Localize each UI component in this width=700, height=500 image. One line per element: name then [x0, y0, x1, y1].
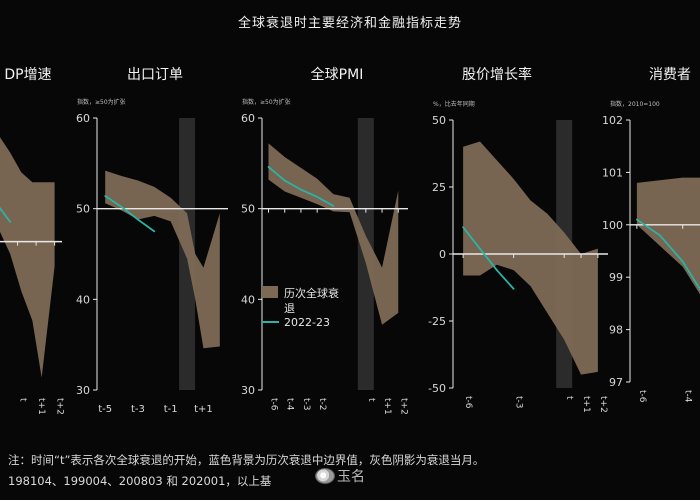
watermark: 玉名: [316, 466, 365, 486]
series-2022-23-point: [300, 188, 302, 191]
series-2022-23-point: [267, 166, 270, 168]
series-2022-23-point: [9, 220, 12, 223]
y-axis-caption: 指数，≥50为扩张: [77, 98, 126, 106]
x-tick-label: t: [564, 396, 574, 400]
x-tick-label: t-2: [317, 398, 327, 411]
footnote-line-2: 198104、199004、200803 和 202001，以上基: [8, 474, 272, 488]
y-tick-label: 60: [241, 112, 255, 125]
series-2022-23-point: [658, 234, 661, 237]
chart-panel-4: 股价增长率 %，比去年同期 -50 -25 0 25 50 t-6 t-3 t t+1 t+2: [428, 66, 608, 413]
x-tick-label: t+1: [194, 404, 213, 415]
y-tick-label: 40: [241, 293, 255, 306]
chart-title: 股价增长率: [462, 66, 532, 83]
x-tick-label: t-3: [301, 398, 311, 411]
chart-title: 消费者: [649, 67, 691, 83]
x-tick-label: t-6: [463, 396, 473, 409]
x-tick-label: t+1: [36, 398, 46, 415]
legend-band-swatch: [262, 286, 278, 298]
y-tick-label: 30: [241, 384, 255, 397]
series-2022-23-point: [332, 205, 335, 207]
series-2022-23-line: [462, 226, 515, 290]
x-tick-label: t-1: [164, 404, 178, 415]
series-2022-23-point: [479, 247, 481, 250]
x-tick-label: t: [18, 398, 28, 402]
x-tick-label: t-6: [637, 390, 647, 403]
x-tick-label: t-6: [268, 398, 278, 411]
series-2022-23-point: [512, 287, 515, 290]
chart-panel-1: DP增速 t t+1 t+2: [0, 67, 65, 415]
historical-recession-band: [105, 170, 220, 349]
y-tick-label: 50: [241, 203, 255, 216]
x-tick-label: t+1: [581, 396, 591, 413]
chart-panel-3: 全球PMI 指数，≥50为扩张 30 40 50 60 t-6 t-4 t-3 t-2 t t+1 t+…: [241, 66, 408, 415]
series-2022-23-line: [0, 206, 11, 223]
y-tick-label: -25: [428, 315, 446, 328]
y-tick-label: 50: [432, 114, 446, 127]
x-tick-label: t: [366, 398, 376, 402]
x-tick-label: t+1: [382, 398, 392, 415]
series-2022-23-point: [120, 205, 123, 208]
y-tick-label: 97: [609, 376, 623, 389]
historical-recession-band: [463, 141, 598, 375]
series-2022-23-line: [104, 195, 155, 233]
y-tick-label: 60: [76, 112, 90, 125]
series-2022-23-line: [636, 218, 700, 291]
chart-title: 出口订单: [127, 67, 183, 83]
y-axis-caption: %，比去年同期: [433, 100, 475, 108]
y-tick-label: 99: [609, 271, 623, 284]
y-tick-label: 0: [439, 248, 446, 261]
y-tick-label: 30: [76, 384, 90, 397]
weibo-icon: [316, 469, 334, 483]
y-axis-caption: 指数，≥50为扩张: [242, 98, 291, 106]
chart-title: 全球PMI: [311, 66, 364, 83]
x-tick-label: t-5: [98, 404, 112, 415]
chart-title: DP增速: [4, 67, 51, 83]
footnote-line-1: 注：时间“t”表示各次全球衰退的开始，蓝色背景为历次衰退中边界值，灰色阴影为衰退…: [8, 453, 485, 467]
y-tick-label: 101: [602, 166, 623, 179]
y-tick-label: 50: [76, 203, 90, 216]
historical-recession-band: [0, 137, 55, 378]
series-2022-23-point: [462, 226, 465, 229]
y-tick-label: 100: [602, 219, 623, 232]
x-tick-label: t-3: [131, 404, 145, 415]
figure-title: 全球衰退时主要经济和金融指标走势: [237, 16, 462, 31]
y-tick-label: 40: [76, 293, 90, 306]
watermark-text: 玉名: [337, 469, 365, 485]
x-tick-label: t+2: [598, 396, 608, 413]
legend-band-label: 历次全球衰: [284, 286, 339, 300]
x-tick-label: t+2: [398, 398, 408, 415]
legend-line-label: 2022-23: [284, 316, 330, 329]
y-axis-caption: 指数，2010=100: [610, 100, 660, 108]
series-2022-23-point: [283, 179, 286, 182]
series-2022-23-point: [681, 260, 684, 263]
y-tick-label: 102: [602, 114, 623, 127]
x-tick-label: t-4: [285, 398, 295, 411]
series-2022-23-point: [153, 230, 156, 233]
series-2022-23-point: [495, 269, 498, 271]
x-tick-label: t-3: [514, 396, 524, 409]
series-2022-23-point: [137, 218, 139, 221]
x-tick-label: t-4: [683, 390, 693, 403]
y-tick-label: 98: [609, 324, 623, 337]
y-tick-label: 25: [432, 181, 446, 194]
legend-band-label-2: 退: [284, 302, 295, 315]
series-2022-23-point: [635, 218, 638, 221]
historical-recession-band: [636, 177, 700, 295]
x-tick-label: t+2: [55, 398, 65, 415]
series-2022-23-point: [104, 195, 107, 197]
y-tick-label: -50: [428, 382, 446, 395]
series-2022-23-point: [316, 195, 319, 198]
